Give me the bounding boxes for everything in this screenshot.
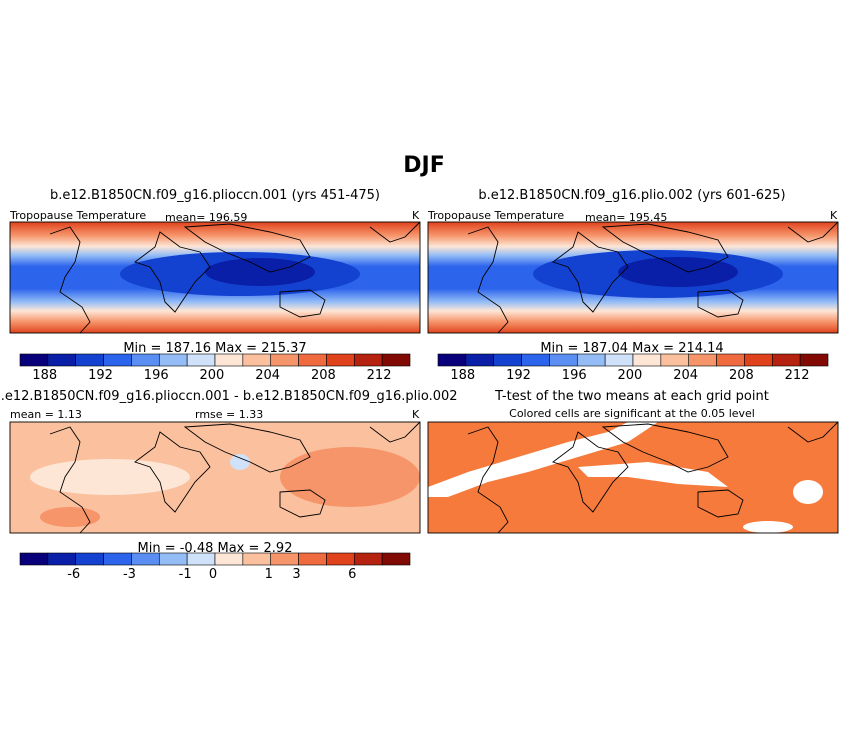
colorbar-cell: [270, 552, 299, 566]
colorbar-cell: [326, 353, 355, 367]
variable: Tropopause Temperature: [427, 209, 564, 222]
colorbar-cell: [298, 353, 327, 367]
colorbar-label: 200: [618, 368, 643, 383]
colorbar-label: 188: [450, 368, 475, 383]
colorbar-cell: [19, 353, 49, 367]
colorbar-cell: [270, 353, 299, 367]
colorbar-label: 208: [729, 368, 754, 383]
colorbar-cell: [47, 552, 77, 566]
colorbar-cell: [19, 552, 49, 566]
minmax: Min = 187.16 Max = 215.37: [123, 341, 306, 356]
map: [427, 421, 839, 534]
minmax: Min = 187.04 Max = 214.14: [540, 341, 723, 356]
colorbar-label: -1: [179, 567, 192, 582]
mean: mean = 1.13: [10, 408, 82, 421]
colorbar-cell: [353, 552, 383, 566]
colorbar-label: 192: [88, 368, 113, 383]
colorbar-label: -6: [67, 567, 80, 582]
colorbar-cell: [298, 552, 327, 566]
colorbar-cell: [493, 353, 522, 367]
colorbar-label: -3: [123, 567, 136, 582]
units: K: [830, 209, 838, 222]
colorbar-cell: [103, 353, 132, 367]
colorbar-cell: [242, 552, 272, 566]
panel-title: b.e12.B1850CN.f09_g16.plio.002 (yrs 601-…: [478, 188, 785, 203]
colorbar-cell: [75, 353, 104, 367]
colorbar-cell: [688, 353, 717, 367]
colorbar-cell: [158, 552, 188, 566]
colorbar-label: 196: [144, 368, 169, 383]
colorbar-cell: [158, 353, 188, 367]
colorbar-label: 0: [209, 567, 217, 582]
colorbar-cell: [549, 353, 578, 367]
panel-title: b.e12.B1850CN.f09_g16.plioccn.001 - b.e1…: [0, 389, 458, 404]
colorbar-cell: [131, 552, 160, 566]
minmax: Min = -0.48 Max = 2.92: [138, 541, 293, 556]
mean: mean= 196.59: [165, 211, 247, 224]
panel-title: b.e12.B1850CN.f09_g16.plioccn.001 (yrs 4…: [50, 188, 380, 203]
colorbar-label: 188: [32, 368, 57, 383]
colorbar-cell: [604, 353, 634, 367]
colorbar-cell: [465, 353, 495, 367]
colorbar-label: 192: [506, 368, 531, 383]
map: [427, 221, 839, 334]
colorbar-cell: [771, 353, 801, 367]
figure-title: DJF: [403, 153, 444, 178]
colorbar-cell: [353, 353, 383, 367]
colorbar-label: 1: [265, 567, 273, 582]
colorbar-label: 204: [255, 368, 280, 383]
units: K: [412, 408, 420, 421]
colorbar-cell: [214, 353, 244, 367]
colorbar-cell: [576, 353, 606, 367]
colorbar-cell: [242, 353, 272, 367]
colorbar-label: 212: [785, 368, 810, 383]
mean: mean= 195.45: [585, 211, 667, 224]
colorbar-cell: [47, 353, 77, 367]
map: [9, 221, 421, 334]
colorbar-cell: [799, 353, 829, 367]
colorbar-cell: [744, 353, 773, 367]
colorbar-label: 204: [673, 368, 698, 383]
colorbar-cell: [214, 552, 244, 566]
variable: Tropopause Temperature: [9, 209, 146, 222]
colorbar-cell: [186, 353, 216, 367]
units: K: [412, 209, 420, 222]
colorbar-cell: [632, 353, 662, 367]
colorbar-cell: [716, 353, 745, 367]
colorbar-label: 3: [292, 567, 300, 582]
colorbar-label: 196: [562, 368, 587, 383]
colorbar-cell: [75, 552, 104, 566]
colorbar-cell: [131, 353, 160, 367]
colorbar-cell: [186, 552, 216, 566]
colorbar-cell: [326, 552, 355, 566]
colorbar-cell: [521, 353, 550, 367]
colorbar-cell: [381, 552, 411, 566]
colorbar-cell: [437, 353, 467, 367]
panel-title: T-test of the two means at each grid poi…: [494, 389, 769, 404]
map: [9, 421, 421, 534]
colorbar-label: 208: [311, 368, 336, 383]
colorbar-cell: [381, 353, 411, 367]
rmse: rmse = 1.33: [195, 408, 263, 421]
colorbar-label: 212: [367, 368, 392, 383]
colorbar-label: 6: [348, 567, 356, 582]
colorbar-cell: [103, 552, 132, 566]
colorbar-cell: [660, 353, 690, 367]
colorbar-label: 200: [200, 368, 225, 383]
subtitle: Colored cells are significant at the 0.0…: [509, 407, 755, 420]
